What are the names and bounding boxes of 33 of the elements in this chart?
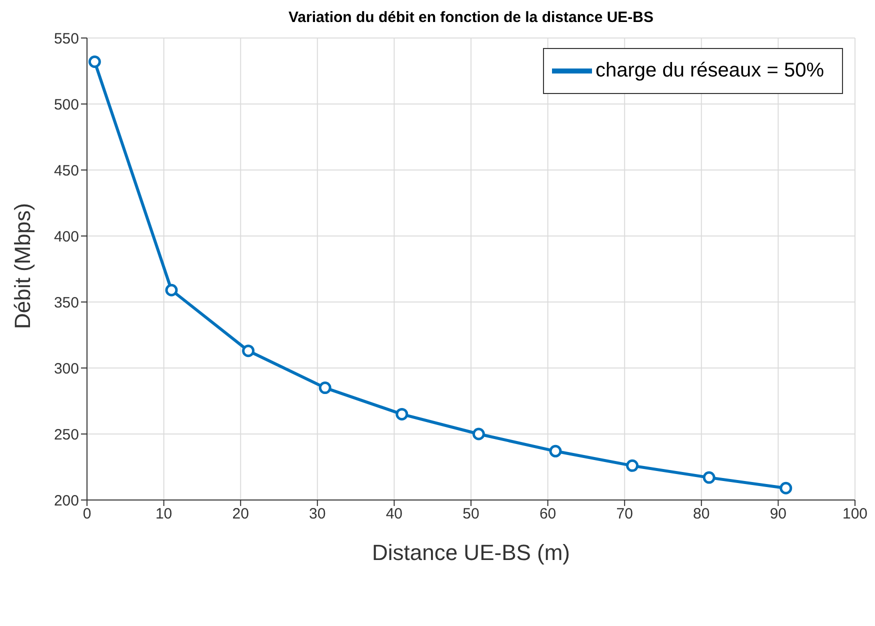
x-tick-label: 30 <box>309 506 326 523</box>
x-tick-label: 10 <box>155 506 172 523</box>
y-tick-label: 300 <box>54 360 79 378</box>
x-tick-label: 100 <box>842 506 868 523</box>
point <box>472 428 485 440</box>
legend-label: charge du réseaux = 50% <box>596 59 824 82</box>
x-tick-label: 90 <box>770 506 787 523</box>
point <box>549 444 562 458</box>
y-axis-title: Débit (Mbps) <box>10 203 35 329</box>
point <box>242 344 255 358</box>
point <box>780 482 792 494</box>
y-tick-label: 350 <box>54 294 79 312</box>
x-axis-title: Distance UE-BS (m) <box>372 540 570 565</box>
y-tick-label: 550 <box>54 30 79 48</box>
y-tick-label: 500 <box>54 96 79 114</box>
x-tick-label: 50 <box>462 506 480 523</box>
point <box>626 459 639 472</box>
point <box>396 408 408 420</box>
point <box>165 284 178 296</box>
y-tick-label: 250 <box>54 426 79 444</box>
x-tick-label: 60 <box>539 506 556 523</box>
y-tick-label: 400 <box>54 228 79 246</box>
x-tick-label: 20 <box>232 506 249 523</box>
point <box>702 471 716 484</box>
point <box>318 382 332 394</box>
x-tick-label: 40 <box>386 506 403 523</box>
y-tick-label: 450 <box>54 162 79 180</box>
x-tick-label: 70 <box>616 506 633 523</box>
point <box>88 56 101 68</box>
x-tick-label: 0 <box>82 506 92 523</box>
chart-title: Variation du débit en fonction de la distance UE-BS <box>288 9 654 26</box>
y-tick-label: 200 <box>54 492 79 510</box>
x-tick-label: 80 <box>693 506 710 523</box>
